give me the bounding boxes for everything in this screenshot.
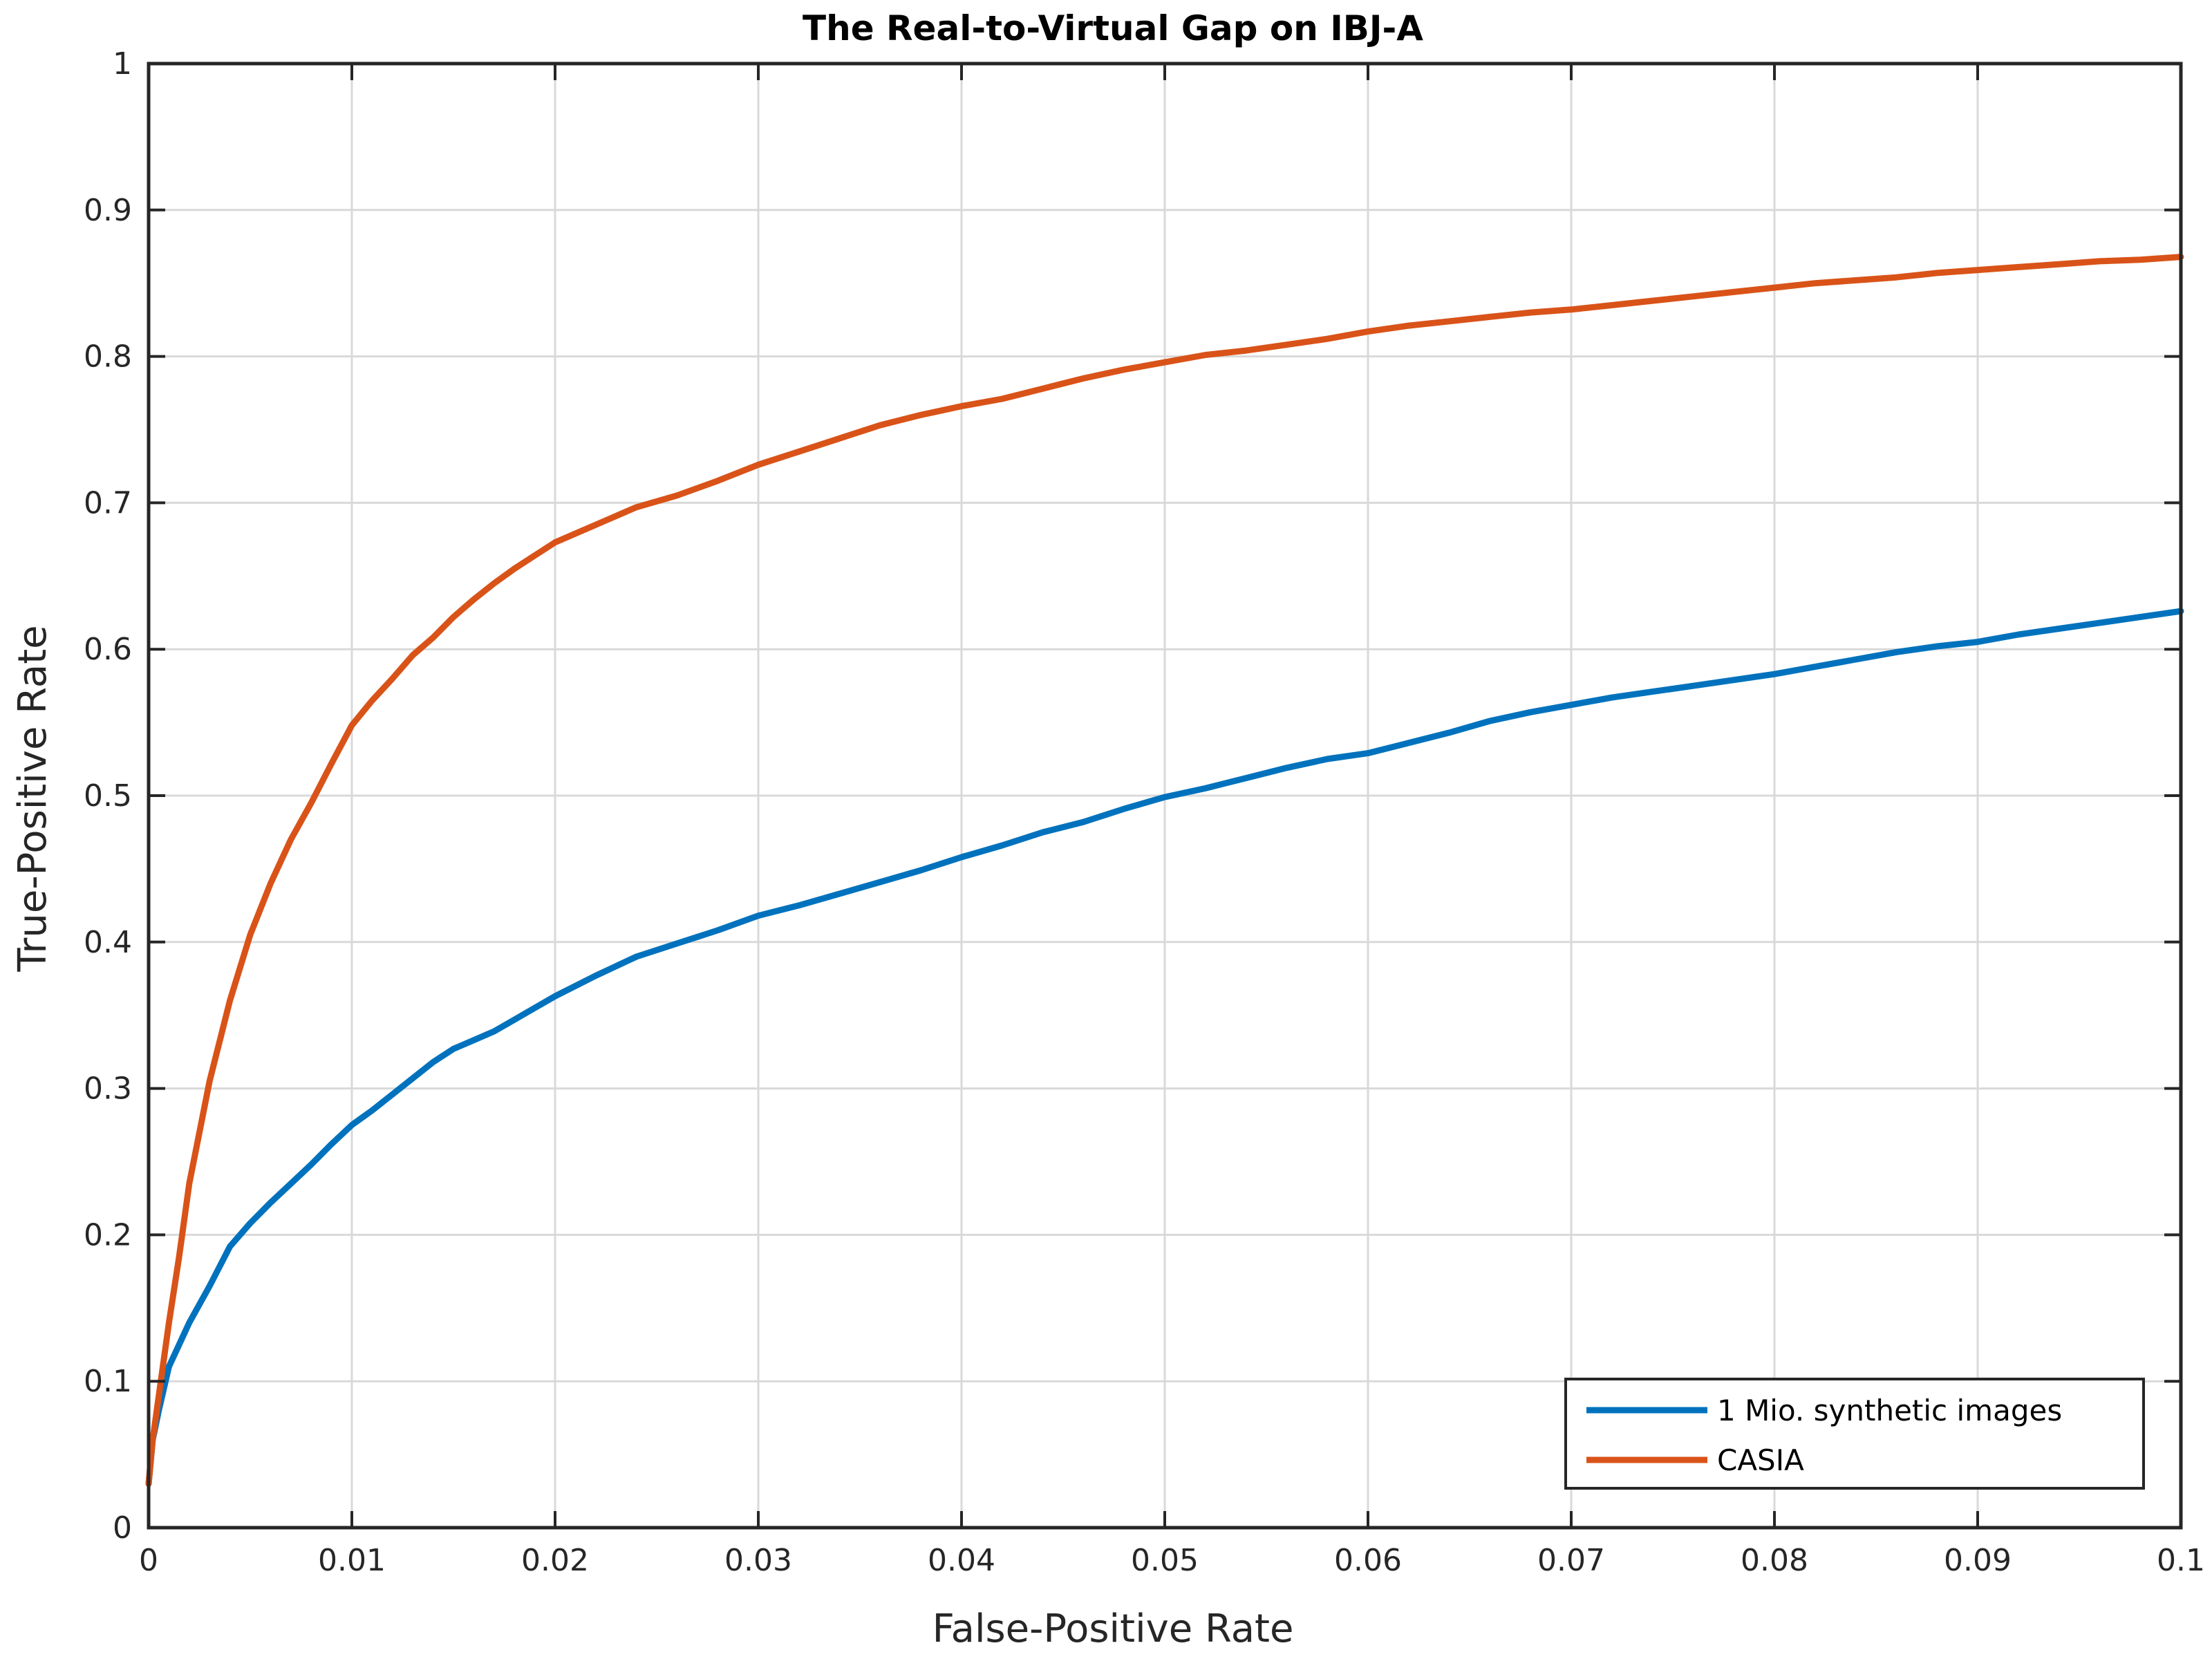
y-tick-label: 0.1 xyxy=(84,1364,132,1399)
y-tick-label: 0.5 xyxy=(84,778,132,814)
y-tick-label: 0.2 xyxy=(84,1217,132,1253)
y-tick-label: 0 xyxy=(113,1510,132,1546)
grid xyxy=(149,64,2181,1528)
x-tick-label: 0.09 xyxy=(1944,1543,2012,1578)
ticks xyxy=(147,62,2182,1529)
x-tick-label: 0.08 xyxy=(1741,1543,1808,1578)
x-tick-label: 0.1 xyxy=(2157,1543,2205,1578)
series-line-casia xyxy=(145,254,2184,1487)
y-tick-label: 0.4 xyxy=(84,925,132,960)
y-tick-label: 0.6 xyxy=(84,632,132,667)
legend-label-casia: CASIA xyxy=(1717,1443,1804,1477)
tick-labels: 0 0.01 0.02 0.03 0.04 0.05 0.06 0.07 0.08 0.09 0.1… xyxy=(84,46,2205,1578)
x-tick-label: 0 xyxy=(139,1543,158,1578)
series-layer xyxy=(145,254,2184,1487)
legend-label-synthetic: 1 Mio. synthetic images xyxy=(1717,1394,2062,1427)
x-tick-label: 0.03 xyxy=(724,1543,792,1578)
x-tick-label: 0.01 xyxy=(318,1543,386,1578)
y-tick-label: 0.8 xyxy=(84,339,132,375)
y-tick-label: 0.9 xyxy=(84,193,132,228)
y-tick-label: 1 xyxy=(113,46,132,82)
x-tick-label: 0.04 xyxy=(928,1543,995,1578)
x-axis-title: False-Positive Rate xyxy=(932,1606,1294,1651)
chart-title: The Real-to-Virtual Gap on IBJ-A xyxy=(803,8,1423,48)
y-tick-label: 0.3 xyxy=(84,1071,132,1107)
y-axis-title: True-Positive Rate xyxy=(10,625,55,972)
legend: 1 Mio. synthetic images CASIA xyxy=(1564,1378,2145,1490)
x-tick-label: 0.02 xyxy=(521,1543,589,1578)
x-tick-label: 0.05 xyxy=(1131,1543,1199,1578)
series-line-synthetic xyxy=(145,608,2184,1487)
x-tick-label: 0.06 xyxy=(1334,1543,1402,1578)
y-tick-label: 0.7 xyxy=(84,485,132,521)
x-tick-label: 0.07 xyxy=(1537,1543,1605,1578)
legend-box xyxy=(1564,1378,2145,1490)
